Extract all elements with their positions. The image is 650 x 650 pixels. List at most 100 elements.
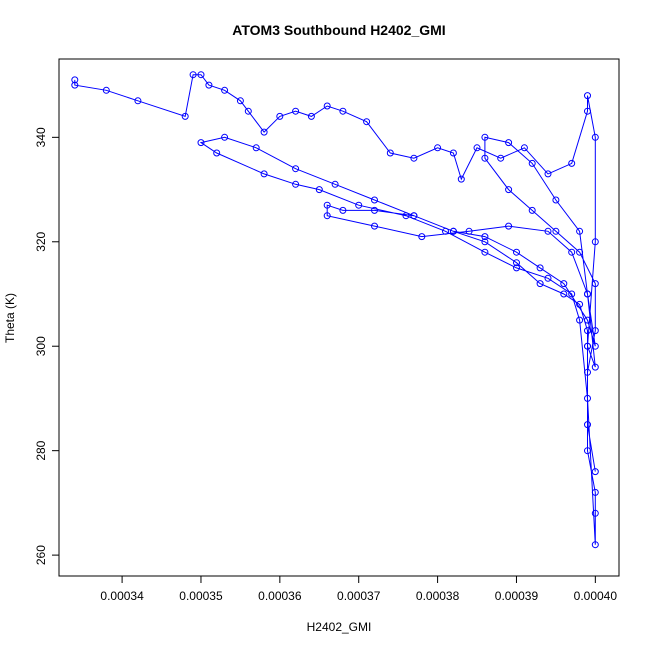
data-point [584, 107, 591, 115]
data-point [528, 159, 536, 167]
data-point [591, 133, 599, 141]
data-point [197, 139, 205, 147]
data-point [371, 196, 378, 204]
data-point [505, 186, 513, 194]
data-point [560, 280, 568, 288]
data-point [221, 133, 229, 141]
data-point [536, 280, 544, 288]
data-point [584, 342, 591, 350]
data-point [584, 92, 591, 100]
data-point [568, 159, 576, 167]
data-point [576, 316, 584, 324]
y-tick-label: 300 [34, 336, 48, 356]
data-point [552, 227, 560, 235]
data-point [513, 259, 520, 267]
data-point [481, 248, 489, 256]
data-point [331, 180, 339, 188]
data-point [544, 227, 552, 235]
data-point [544, 274, 552, 282]
data-point [584, 421, 591, 429]
plot-frame [58, 58, 620, 577]
data-point [536, 264, 544, 272]
data-point [197, 71, 205, 79]
series-line [74, 74, 596, 545]
data-point [339, 107, 347, 115]
x-tick-label: 0.00035 [179, 589, 223, 603]
data-point [260, 128, 268, 136]
data-point [307, 112, 315, 120]
data-point [568, 248, 576, 256]
data-point [410, 212, 418, 220]
data-point [591, 468, 599, 476]
data-point [584, 394, 591, 402]
chart-title: ATOM3 Southbound H2402_GMI [232, 22, 445, 38]
data-point [410, 154, 418, 162]
data-point [323, 201, 331, 209]
data-point [221, 86, 229, 94]
data-point [386, 149, 394, 157]
x-tick-label: 0.00038 [416, 589, 460, 603]
data-point [418, 233, 426, 241]
data-point [323, 102, 331, 110]
data-point [71, 76, 79, 84]
data-point [591, 280, 599, 288]
data-point [292, 165, 300, 173]
y-tick-label: 260 [34, 545, 48, 565]
data-point [465, 227, 473, 235]
data-point [552, 196, 560, 204]
data-point [591, 509, 599, 517]
data-point [371, 222, 378, 230]
data-point [260, 170, 268, 178]
data-point [481, 154, 489, 162]
data-point [315, 186, 323, 194]
data-points [71, 71, 599, 549]
data-point [591, 342, 599, 350]
data-point [189, 71, 197, 79]
x-axis-label: H2402_GMI [307, 620, 372, 634]
data-point [323, 212, 331, 220]
data-point [236, 97, 244, 105]
x-tick-label: 0.00034 [100, 589, 144, 603]
data-point [205, 81, 213, 89]
x-tick-label: 0.00037 [337, 589, 381, 603]
x-axis: 0.00034 0.00035 0.00036 0.00037 0.00038 0.000… [100, 576, 617, 603]
data-point [481, 238, 489, 246]
data-point [505, 222, 513, 230]
data-point [584, 316, 591, 324]
data-point [292, 107, 300, 115]
data-point [505, 139, 513, 147]
data-point [576, 300, 584, 308]
data-point [339, 206, 347, 214]
data-point [402, 212, 410, 220]
data-point [584, 327, 591, 335]
data-point [134, 97, 142, 105]
data-point [449, 227, 457, 235]
data-point [584, 368, 591, 376]
data-point [497, 154, 505, 162]
data-point [591, 541, 599, 549]
x-tick-label: 0.00036 [258, 589, 302, 603]
data-point [560, 290, 568, 298]
data-point [292, 180, 300, 188]
y-tick-label: 320 [34, 231, 48, 251]
data-point [181, 112, 189, 120]
data-point [576, 248, 584, 256]
data-point [591, 488, 599, 496]
data-point [591, 327, 599, 335]
data-point [102, 86, 110, 94]
data-point [442, 227, 449, 235]
data-point [252, 144, 260, 152]
data-point [568, 290, 576, 298]
x-tick-label: 0.00039 [495, 589, 539, 603]
data-point [276, 112, 284, 120]
y-axis: 260 280 300 320 340 [34, 127, 59, 565]
data-point [576, 227, 584, 235]
data-point [371, 206, 378, 214]
data-point [584, 447, 591, 455]
data-point [71, 81, 79, 89]
data-point [513, 264, 520, 272]
data-point [520, 144, 528, 152]
data-point [544, 170, 552, 178]
